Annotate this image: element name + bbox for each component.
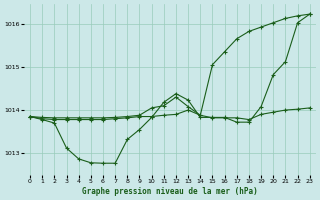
X-axis label: Graphe pression niveau de la mer (hPa): Graphe pression niveau de la mer (hPa) xyxy=(82,187,258,196)
